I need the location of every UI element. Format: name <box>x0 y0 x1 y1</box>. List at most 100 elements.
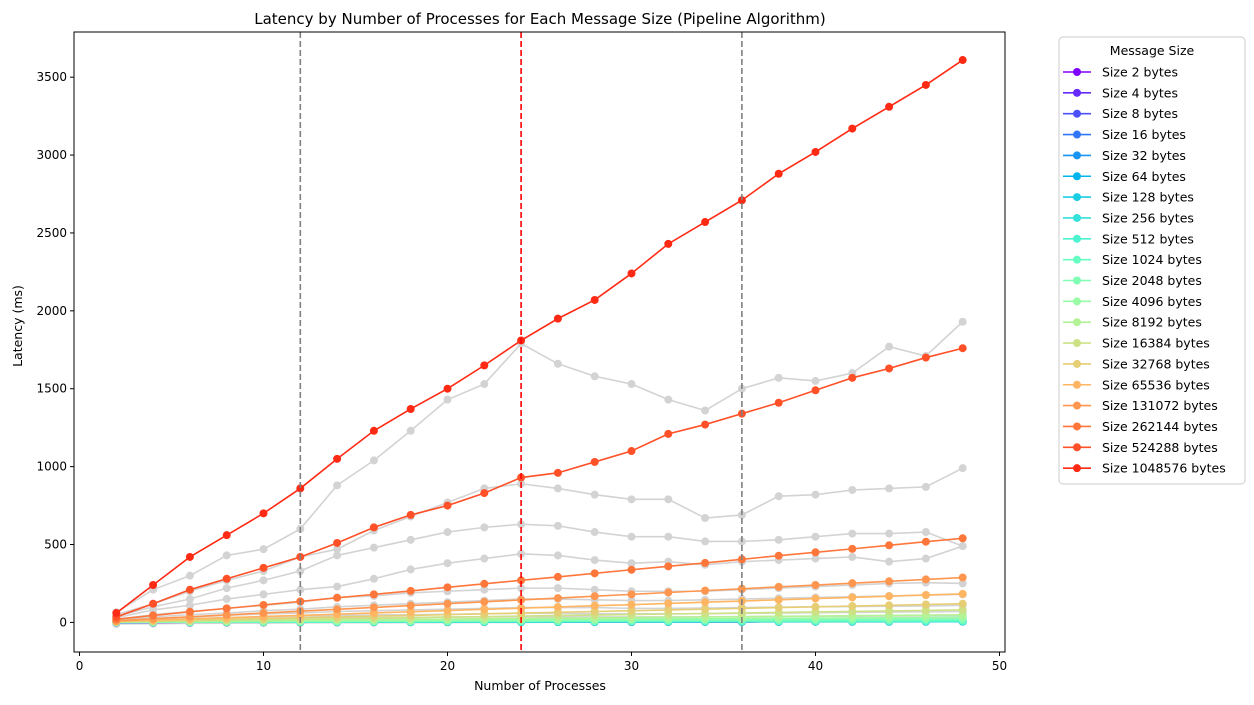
gray-series-line <box>116 523 963 617</box>
series-point <box>222 604 231 613</box>
gray-series-point <box>811 554 820 563</box>
legend-entry-label: Size 2048 bytes <box>1102 273 1202 288</box>
series-point <box>885 601 894 610</box>
y-tick-label: 2000 <box>36 304 67 318</box>
series-point <box>627 269 636 278</box>
series-point <box>480 361 489 370</box>
gray-series-point <box>369 574 378 583</box>
series-point <box>701 420 710 429</box>
series-point <box>480 605 489 614</box>
series-point <box>774 551 783 560</box>
series-point <box>443 501 452 510</box>
series-point <box>921 537 930 546</box>
gray-series-point <box>921 528 930 537</box>
series-point <box>664 429 673 438</box>
legend-title: Message Size <box>1110 43 1195 58</box>
plot-inner <box>112 56 967 628</box>
series-point <box>590 592 599 601</box>
series-point <box>701 598 710 607</box>
legend-marker <box>1073 422 1081 431</box>
series-point <box>480 489 489 498</box>
series-point <box>848 124 857 133</box>
legend-marker <box>1073 464 1081 473</box>
series-line <box>115 59 964 614</box>
legend-entry-label: Size 4 bytes <box>1102 85 1178 100</box>
legend-entry-label: Size 32 bytes <box>1102 148 1186 163</box>
series-point <box>406 404 415 413</box>
series-point <box>443 384 452 393</box>
gray-series-point <box>664 395 673 404</box>
x-tick-label: 10 <box>256 659 271 673</box>
series-point <box>774 169 783 178</box>
series-point <box>885 606 894 615</box>
y-tick-label: 1500 <box>36 382 67 396</box>
series-point <box>185 607 194 616</box>
legend-entry-label: Size 4096 bytes <box>1102 294 1202 309</box>
series-point <box>885 577 894 586</box>
series-point <box>369 590 378 599</box>
series-point <box>811 548 820 557</box>
legend-entry-label: Size 1048576 bytes <box>1102 461 1226 476</box>
gray-series-point <box>553 584 562 593</box>
gray-series-point <box>259 545 268 554</box>
series-point <box>333 593 342 602</box>
gray-series-point <box>921 482 930 491</box>
series-point <box>737 196 746 205</box>
legend-marker <box>1073 297 1081 306</box>
gray-series-point <box>811 490 820 499</box>
series-point <box>369 603 378 612</box>
series-point <box>664 562 673 571</box>
series-point <box>149 581 158 590</box>
series-point <box>333 538 342 547</box>
series-point <box>443 599 452 608</box>
x-tick-label: 50 <box>992 659 1007 673</box>
series-point <box>149 599 158 608</box>
gray-series-point <box>222 551 231 560</box>
legend-entry-label: Size 1024 bytes <box>1102 252 1202 267</box>
series-point <box>480 579 489 588</box>
axes-frame <box>73 31 1006 653</box>
series-point <box>848 593 857 602</box>
legend-marker <box>1073 213 1081 222</box>
series-point <box>480 597 489 606</box>
legend-marker <box>1073 68 1081 76</box>
gray-series-point <box>333 545 342 554</box>
series-point <box>333 454 342 463</box>
series-point <box>774 398 783 407</box>
legend-marker <box>1073 109 1081 118</box>
y-tick-label: 3000 <box>36 148 67 162</box>
series-point <box>701 586 710 595</box>
series-point <box>627 447 636 456</box>
series-point <box>590 607 599 616</box>
gray-series-line <box>115 321 964 613</box>
gray-series-point <box>590 585 599 594</box>
series-point <box>222 574 231 583</box>
gray-series-point <box>885 342 894 351</box>
series-point <box>517 576 526 585</box>
legend-marker <box>1073 339 1081 348</box>
gray-series-point <box>406 426 415 435</box>
legend-entry-label: Size 2 bytes <box>1102 65 1178 80</box>
series-point <box>406 586 415 595</box>
series-point <box>590 601 599 610</box>
legend-entry-label: Size 131072 bytes <box>1102 398 1218 413</box>
series-point <box>811 594 820 603</box>
legend-marker <box>1073 193 1081 202</box>
gray-series-point <box>333 481 342 490</box>
gray-series-point <box>848 485 857 494</box>
series-point <box>406 601 415 610</box>
gray-series-point <box>627 380 636 389</box>
gray-series-point <box>590 372 599 381</box>
series-line <box>116 347 963 618</box>
legend-marker <box>1073 380 1081 389</box>
gray-series-point <box>553 551 562 560</box>
series-point <box>406 510 415 519</box>
series-point <box>406 607 415 616</box>
series-point <box>590 457 599 466</box>
gray-series-point <box>958 542 967 551</box>
legend-entry-label: Size 64 bytes <box>1102 169 1186 184</box>
gray-series-point <box>590 490 599 499</box>
series-point <box>333 605 342 614</box>
series-line <box>116 593 963 623</box>
y-tick-label: 2500 <box>36 226 67 240</box>
